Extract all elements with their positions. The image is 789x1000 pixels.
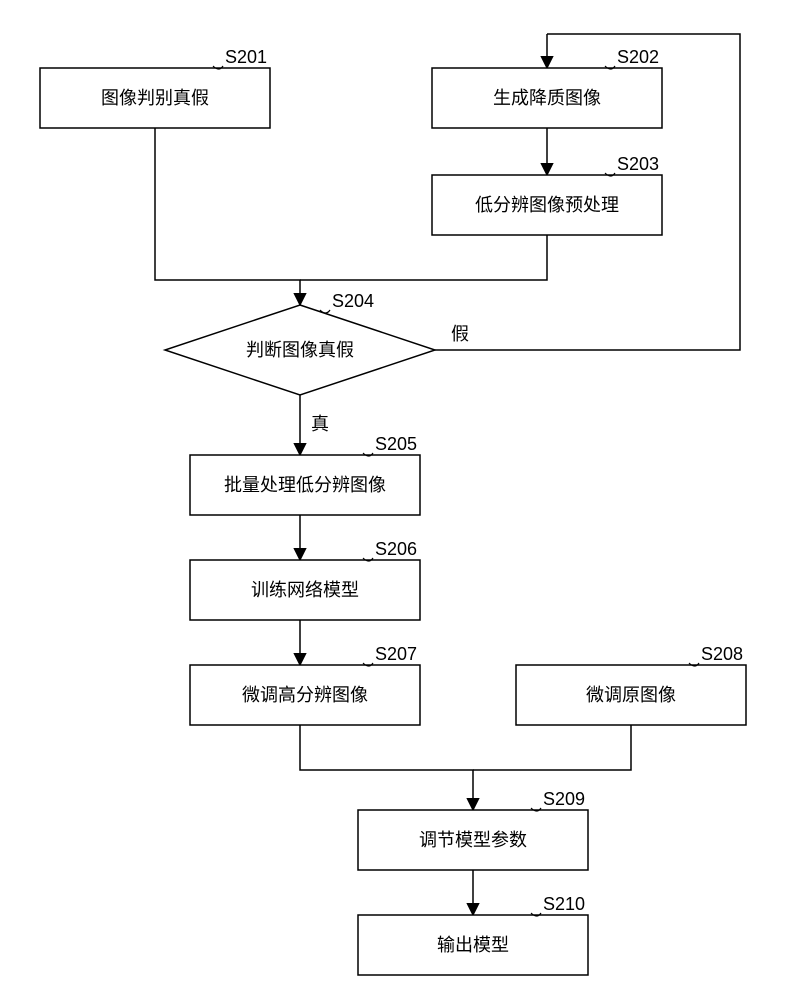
step-label-s207: S207 [375,644,417,664]
flowchart-diagram: 假真 图像判别真假 S201 生成降质图像 S202 低分辨图像预处理 S203 判断图像真假… [0,0,789,1000]
step-label-s210: S210 [543,894,585,914]
node-s204: 判断图像真假 S204 [165,291,435,395]
node-label-s201: 图像判别真假 [101,88,209,108]
step-label-s201: S201 [225,47,267,67]
node-s205: 批量处理低分辨图像 S205 [190,434,420,515]
node-s208: 微调原图像 S208 [516,644,746,725]
node-s201: 图像判别真假 S201 [40,47,270,128]
node-s207: 微调高分辨图像 S207 [190,644,420,725]
step-label-s202: S202 [617,47,659,67]
node-label-s210: 输出模型 [437,935,509,955]
edge-e_s208_s209 [473,725,631,770]
edge-e_s207_s209 [300,725,473,810]
node-s206: 训练网络模型 S206 [190,539,420,620]
edge-label-e_s204_false: 假 [451,324,469,344]
edge-e_s201_s204 [155,128,300,305]
step-label-s206: S206 [375,539,417,559]
node-label-s206: 训练网络模型 [251,580,359,600]
node-label-s203: 低分辨图像预处理 [475,195,619,215]
node-label-s202: 生成降质图像 [493,88,601,108]
node-label-s207: 微调高分辨图像 [242,685,368,705]
step-label-s205: S205 [375,434,417,454]
step-label-s208: S208 [701,644,743,664]
step-label-s203: S203 [617,154,659,174]
node-label-s208: 微调原图像 [586,685,676,705]
edge-label-e_s204_true: 真 [311,414,329,434]
node-label-s204: 判断图像真假 [246,340,354,360]
node-label-s205: 批量处理低分辨图像 [224,475,386,495]
step-label-s209: S209 [543,789,585,809]
step-label-s204: S204 [332,291,374,311]
edge-e_s203_s204 [300,235,547,280]
node-label-s209: 调节模型参数 [419,830,527,850]
